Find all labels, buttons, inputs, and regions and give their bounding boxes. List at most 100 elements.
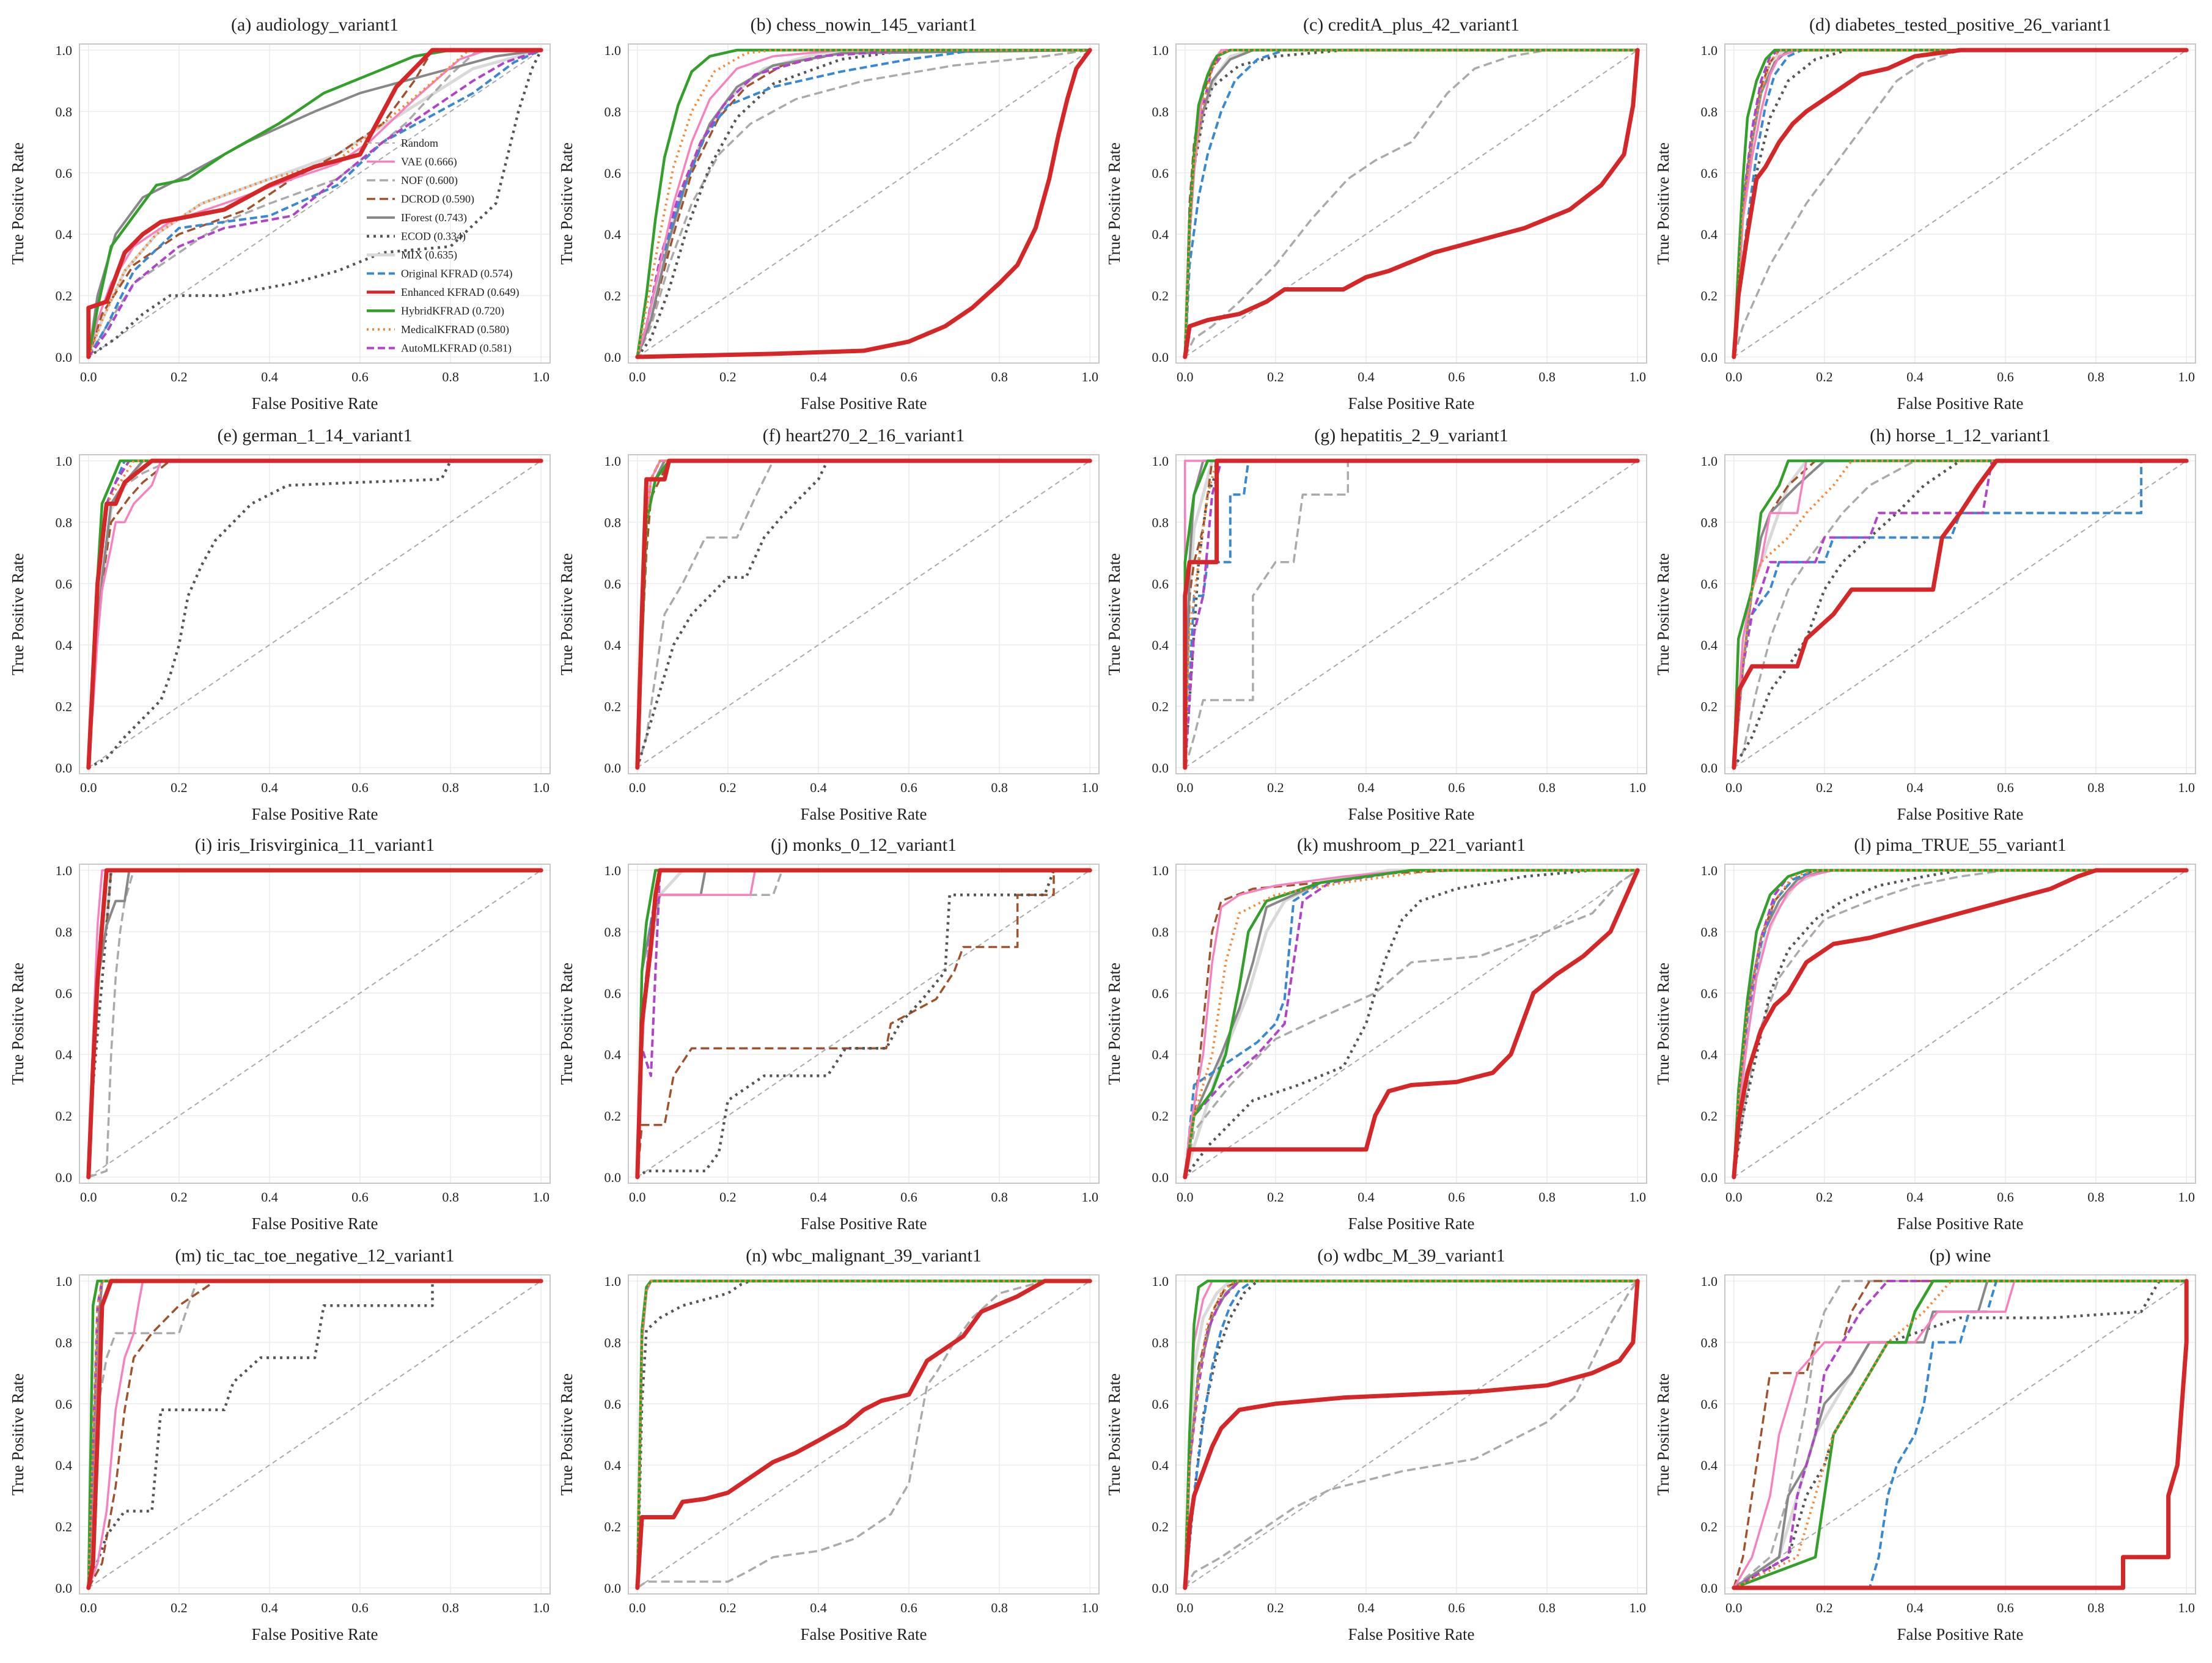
y-tick-label: 0.6 [1152,576,1169,592]
legend-label: MedicalKFRAD (0.580) [401,323,509,336]
x-tick-label: 0.4 [1906,1600,1924,1615]
x-tick-label: 0.6 [351,1189,369,1205]
roc-curve-hybridkfrad [1732,459,2188,769]
y-tick-label: 0.4 [1701,1047,1718,1062]
y-tick-label: 0.4 [1701,1458,1718,1473]
roc-curve-hybridkfrad [1183,868,1639,1179]
x-tick-label: 0.6 [900,1600,917,1615]
y-tick-label: 0.6 [1152,166,1169,181]
x-tick-label: 0.8 [442,1189,459,1205]
x-tick-label: 1.0 [532,369,549,384]
roc-curve-vae [1733,49,2188,358]
roc-curves [1183,1279,1640,1590]
roc-curve-enhanced-kfrad [1732,868,2189,1180]
panel-title: (o) wdbc_M_39_variant1 [1317,1246,1505,1266]
x-tick-label: 0.4 [1906,780,1924,795]
x-tick-label: 1.0 [1081,1600,1098,1615]
y-tick-label: 0.4 [56,1047,73,1062]
random-diagonal [1185,870,1638,1178]
roc-curve-automlkfrad [1733,1280,2187,1589]
roc-curve-enhanced-kfrad [86,48,543,359]
roc-curve-nof [1733,49,2187,358]
x-axis-label: False Positive Rate [252,805,378,823]
roc-curve-original-kfrad [87,49,542,358]
x-tick-label: 1.0 [1629,369,1646,384]
panel-title: (c) creditA_plus_42_variant1 [1303,15,1519,35]
roc-curve-vae [1733,1280,2188,1589]
y-tick-label: 0.2 [1152,1109,1169,1124]
x-tick-label: 0.0 [629,369,646,384]
panel-title: (l) pima_TRUE_55_variant1 [1854,835,2066,855]
y-tick-label: 0.0 [1152,350,1169,365]
x-tick-label: 0.2 [719,780,737,795]
roc-curve-original-kfrad [1183,49,1638,358]
y-tick-label: 1.0 [56,43,73,58]
roc-panel: (o) wdbc_M_39_variant1 0.0 0.0 0.2 0.2 0.4 0.4… [1105,1246,1647,1643]
roc-curve-original-kfrad [1183,1280,1638,1588]
roc-curve-enhanced-kfrad [635,868,1092,1180]
roc-curves [635,458,1092,770]
y-tick-label: 1.0 [1152,1274,1169,1289]
y-axis-label: True Positive Rate [9,142,27,265]
x-axis-label: False Positive Rate [801,394,927,413]
roc-curve-enhanced-kfrad [635,48,1092,359]
roc-curve-ecod [87,50,543,358]
random-diagonal [1733,50,2187,358]
x-tick-label: 1.0 [2178,780,2195,795]
y-tick-label: 0.0 [1701,350,1718,365]
legend-label: MIX (0.635) [401,249,457,262]
x-axis-label: False Positive Rate [1897,394,2024,413]
y-tick-label: 0.4 [56,637,73,653]
y-tick-label: 0.4 [604,637,622,653]
roc-curve-enhanced-kfrad [635,458,1092,770]
y-tick-label: 0.8 [56,924,73,939]
roc-panel: (i) iris_Irisvirginica_11_variant1 0.0 0.0… [9,835,551,1233]
x-tick-label: 0.0 [80,780,97,795]
y-tick-label: 0.0 [1152,1170,1169,1185]
y-tick-label: 1.0 [1701,453,1718,469]
y-tick-label: 1.0 [604,863,622,878]
y-tick-label: 0.2 [604,1519,622,1535]
roc-curve-enhanced-kfrad [86,458,543,770]
y-tick-label: 0.0 [1701,1170,1718,1185]
x-tick-label: 0.0 [80,1189,97,1205]
roc-curve-ecod [1733,1279,2187,1589]
roc-curve-ecod [87,1279,542,1588]
y-tick-label: 0.4 [604,227,622,242]
roc-panel: (e) german_1_14_variant1 0.0 0.0 0.2 0.2 0.4 0… [9,425,551,823]
x-axis-label: False Positive Rate [801,1214,927,1233]
y-tick-label: 0.0 [1152,760,1169,776]
x-axis-label: False Positive Rate [1897,1625,2024,1643]
roc-curves [1183,868,1640,1180]
y-tick-label: 0.2 [604,699,622,714]
x-tick-label: 0.2 [1267,369,1284,384]
y-tick-label: 0.8 [56,104,73,119]
y-tick-label: 0.6 [1701,986,1718,1001]
legend-label: NOF (0.600) [401,174,458,187]
legend-label: AutoMLKFRAD (0.581) [401,342,512,355]
x-tick-label: 1.0 [1629,780,1646,795]
y-tick-label: 0.8 [1152,515,1169,530]
y-tick-label: 0.4 [56,227,73,242]
roc-curve-medicalkfrad [1732,869,2187,1178]
roc-curve-ecod [1183,868,1638,1178]
panel-title: (e) german_1_14_variant1 [217,425,412,446]
x-axis-label: False Positive Rate [1897,1214,2024,1233]
y-tick-label: 0.0 [1701,1580,1718,1596]
y-tick-label: 1.0 [56,453,73,469]
x-axis-label: False Positive Rate [1897,805,2024,823]
y-axis-label: True Positive Rate [9,963,27,1085]
y-tick-label: 0.8 [1701,924,1718,939]
y-axis-label: True Positive Rate [557,142,576,265]
roc-curve-nof [1733,1280,2187,1589]
x-tick-label: 0.2 [1816,780,1833,795]
x-tick-label: 0.8 [991,780,1008,795]
y-tick-label: 1.0 [56,1274,73,1289]
x-tick-label: 0.6 [1448,1600,1465,1615]
x-tick-label: 0.4 [810,1600,827,1615]
roc-curve-original-kfrad [636,49,1090,358]
x-tick-label: 0.6 [1997,780,2014,795]
y-axis-label: True Positive Rate [1105,553,1123,675]
x-axis-label: False Positive Rate [801,1625,927,1643]
roc-curve-enhanced-kfrad [1183,48,1640,359]
